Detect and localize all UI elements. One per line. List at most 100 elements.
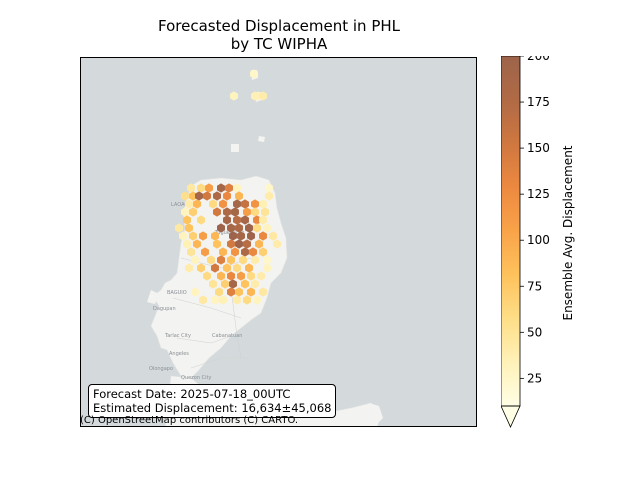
- hexbin-cell: [257, 271, 265, 281]
- hexbin-layer: [175, 69, 281, 305]
- hexbin-cell: [227, 239, 235, 249]
- hexbin-cell: [223, 263, 231, 273]
- city-label-tuguegarao: Tuguegarao: [214, 230, 244, 236]
- map-title-line1: Forecasted Displacement in PHL: [158, 17, 400, 35]
- colorbar-tick-label: 125: [527, 187, 550, 201]
- hexbin-cell: [203, 191, 211, 201]
- hexbin-cell: [189, 231, 197, 241]
- hexbin-cell: [189, 191, 197, 201]
- hexbin-cell: [175, 223, 183, 233]
- hexbin-cell: [235, 239, 243, 249]
- estimated-displacement-text: Estimated Displacement: 16,634±45,068: [93, 401, 332, 415]
- colorbar-outline: [501, 56, 521, 407]
- colorbar-tick-label: 75: [527, 279, 542, 293]
- hexbin-cell: [233, 215, 241, 225]
- hexbin-cell: [191, 255, 199, 265]
- hexbin-cell: [227, 223, 235, 233]
- hexbin-cell: [195, 191, 203, 201]
- city-label-laoag: LAOAG: [171, 202, 188, 208]
- hexbin-cell: [233, 263, 241, 273]
- hexbin-cell: [213, 191, 221, 201]
- hexbin-cell: [241, 247, 249, 257]
- hexbin-cell: [211, 263, 219, 273]
- colorbar-gradient-bar: [501, 56, 520, 406]
- hexbin-cell: [263, 255, 271, 265]
- hexbin-cell: [219, 295, 227, 305]
- hexbin-cell: [265, 183, 273, 193]
- hexbin-cell: [253, 215, 261, 225]
- city-labels: LAOAG Tuguegarao BAGUIO Dagupan Tarlac C…: [149, 202, 244, 381]
- colorbar-label: Ensemble Avg. Displacement: [561, 145, 575, 321]
- hexbin-cell: [187, 247, 195, 257]
- hexbin-cell: [181, 207, 189, 217]
- hexbin-cell: [183, 239, 191, 249]
- hexbin-cell: [233, 295, 241, 305]
- hexbin-cell: [203, 271, 211, 281]
- hexbin-cell: [217, 271, 225, 281]
- babuyan-island: [231, 144, 239, 152]
- hexbin-cell: [245, 263, 253, 273]
- hexbin-cell: [213, 239, 221, 249]
- hexbin-cell: [211, 295, 219, 305]
- hexbin-cell: [263, 263, 271, 273]
- hexbin-cell: [209, 279, 217, 289]
- hexbin-cell: [263, 223, 271, 233]
- hexbin-cell: [219, 247, 227, 257]
- colorbar-tick-label: 100: [527, 233, 550, 247]
- hexbin-cell: [233, 199, 241, 209]
- hexbin-cell: [233, 183, 241, 193]
- hexbin-cell: [189, 207, 197, 217]
- hexbin-cell: [269, 231, 277, 241]
- hexbin-cell: [185, 199, 193, 209]
- hexbin-cell: [251, 255, 259, 265]
- basemap: LAOAG Tuguegarao BAGUIO Dagupan Tarlac C…: [81, 58, 476, 426]
- hexbin-cell: [187, 183, 195, 193]
- hexbin-cell: [247, 231, 255, 241]
- hexbin-cell: [191, 287, 199, 297]
- hexbin-cell: [223, 215, 231, 225]
- hexbin-cell: [211, 231, 219, 241]
- map-title-line2: by TC WIPHA: [230, 35, 328, 53]
- colorbar-tick-label: 175: [527, 95, 550, 109]
- hexbin-cell: [213, 207, 221, 217]
- hexbin-cell: [235, 223, 243, 233]
- hexbin-cell: [197, 183, 205, 193]
- hexbin-cell: [225, 183, 233, 193]
- map-panel[interactable]: LAOAG Tuguegarao BAGUIO Dagupan Tarlac C…: [80, 57, 477, 427]
- hexbin-cell: [205, 183, 213, 193]
- hexbin-cell: [241, 199, 249, 209]
- city-label-baguio: BAGUIO: [167, 290, 187, 296]
- hexbin-cell: [207, 255, 215, 265]
- hexbin-cell: [209, 199, 217, 209]
- hexbin-cell: [259, 247, 267, 257]
- hexbin-cell: [253, 295, 261, 305]
- hexbin-cell: [247, 271, 255, 281]
- hexbin-cell: [259, 91, 267, 101]
- hexbin-cell: [231, 207, 239, 217]
- hexbin-cell: [251, 91, 259, 101]
- hexbin-cell: [250, 69, 258, 79]
- hexbin-cell: [199, 295, 207, 305]
- city-label-angeles: Angeles: [169, 351, 189, 357]
- city-label-dagupan: Dagupan: [153, 306, 176, 312]
- hexbin-cell: [221, 279, 229, 289]
- map-title: Forecasted Displacement in PHL by TC WIP…: [80, 17, 478, 53]
- hexbin-cell: [199, 231, 207, 241]
- hexbin-cell: [251, 279, 259, 289]
- hexbin-cell: [237, 231, 245, 241]
- polillo-island: [367, 403, 383, 426]
- colorbar-ticks: 25 50 75 100 125 150 175 200: [520, 56, 550, 385]
- hexbin-cell: [259, 215, 267, 225]
- hexbin-cell: [231, 247, 239, 257]
- hexbin-cell: [247, 287, 255, 297]
- hexbin-cell: [251, 199, 259, 209]
- city-label-tarlac: Tarlac City: [164, 333, 191, 339]
- hexbin-cell: [223, 207, 231, 217]
- hexbin-cell: [259, 231, 267, 241]
- hexbin-cell: [217, 183, 225, 193]
- hexbin-cell: [193, 199, 201, 209]
- calayan-island: [258, 136, 265, 142]
- hexbin-cell: [251, 207, 259, 217]
- hexbin-cell: [243, 207, 251, 217]
- hexbin-cell: [259, 287, 267, 297]
